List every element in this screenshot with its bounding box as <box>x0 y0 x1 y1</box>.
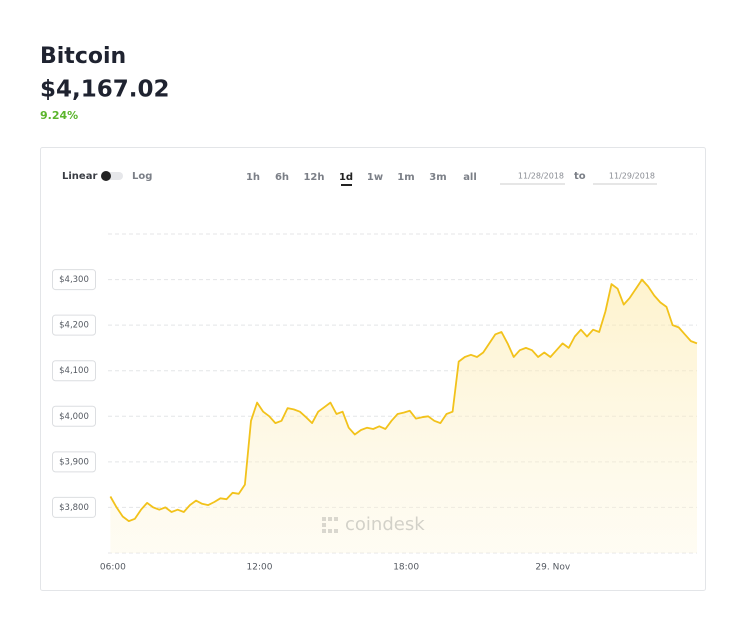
area <box>110 279 697 553</box>
x-tick-label: 12:00 <box>247 563 273 573</box>
x-tick-label: 06:00 <box>100 563 126 573</box>
y-tick-box <box>52 314 96 336</box>
price: $4,167.02 <box>40 77 170 103</box>
y-tick-box <box>52 405 96 427</box>
range-button[interactable]: 6h <box>275 172 289 183</box>
coin-title: Bitcoin <box>40 44 126 69</box>
range-button[interactable]: 1d <box>339 172 353 183</box>
range-button[interactable]: 3m <box>429 172 446 183</box>
x-tick-label: 29. Nov <box>535 563 570 573</box>
date-from[interactable]: 11/28/2018 <box>518 172 564 181</box>
y-tick-label: $4,000 <box>59 412 89 422</box>
range-button[interactable]: all <box>463 172 477 183</box>
y-tick-box <box>52 269 96 291</box>
toggle-knob[interactable] <box>101 171 111 181</box>
price-line <box>109 278 698 522</box>
y-tick-box <box>52 496 96 518</box>
y-tick-box <box>52 451 96 473</box>
y-tick-label: $4,100 <box>59 366 89 376</box>
to-label: to <box>574 171 586 182</box>
change: 9.24% <box>40 109 78 122</box>
range-button[interactable]: 1h <box>246 172 260 183</box>
range-button[interactable]: 1m <box>397 172 414 183</box>
y-tick-box <box>52 360 96 382</box>
x-tick-label: 18:00 <box>393 563 419 573</box>
y-tick-label: $4,300 <box>59 275 89 285</box>
range-button[interactable]: 12h <box>303 172 324 183</box>
scale-linear[interactable]: Linear <box>62 171 97 182</box>
range-button[interactable]: 1w <box>367 172 383 183</box>
y-tick-label: $3,800 <box>59 503 89 513</box>
scale-log[interactable]: Log <box>132 171 152 182</box>
date-to[interactable]: 11/29/2018 <box>609 172 655 181</box>
y-tick-label: $3,900 <box>59 457 89 467</box>
y-tick-label: $4,200 <box>59 321 89 331</box>
